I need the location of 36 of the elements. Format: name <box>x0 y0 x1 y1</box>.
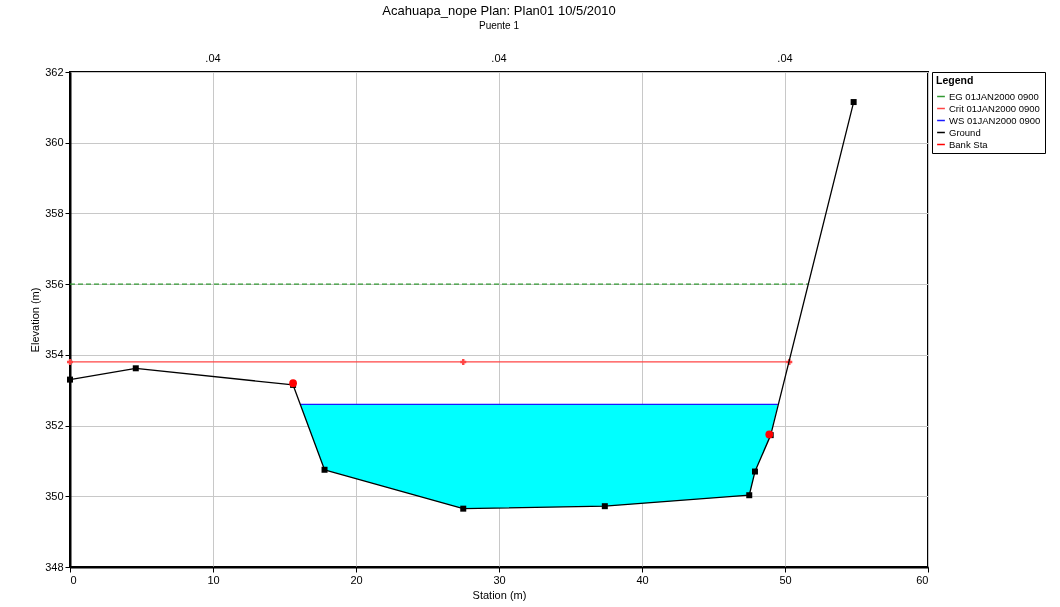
legend-label: EG 01JAN2000 0900 <box>949 90 1039 102</box>
x-tick-label: 20 <box>350 573 363 586</box>
y-tick-label: 348 <box>45 560 64 573</box>
x-axis-title: Station (m) <box>472 588 527 601</box>
point <box>746 492 753 499</box>
legend-label: Ground <box>949 126 981 138</box>
legend-title: Legend <box>936 74 974 86</box>
y-tick-label: 362 <box>45 65 64 78</box>
y-tick-label: 354 <box>45 348 64 361</box>
point <box>850 99 857 106</box>
chart-subtitle: Puente 1 <box>478 20 520 31</box>
text: .04 <box>491 52 507 64</box>
legend-label: WS 01JAN2000 0900 <box>949 114 1041 126</box>
chart-title: Acahuapa_nope Plan: Plan01 10/5/2010 <box>382 3 616 18</box>
legend-label: Bank Sta <box>949 138 989 150</box>
point <box>321 466 328 473</box>
y-tick-label: 350 <box>45 489 64 502</box>
y-tick-label: 356 <box>45 277 64 290</box>
point <box>601 503 608 510</box>
point <box>751 468 758 475</box>
text: .04 <box>777 52 793 64</box>
point <box>132 365 139 372</box>
x-tick-label: 30 <box>493 573 506 586</box>
y-tick-label: 358 <box>45 206 64 219</box>
text: .04 <box>205 52 221 64</box>
point <box>460 505 467 512</box>
x-tick-label: 10 <box>207 573 220 586</box>
y-axis-title: Elevation (m) <box>29 287 42 353</box>
x-tick-label: 50 <box>779 573 792 586</box>
x-tick-label: 0 <box>70 573 77 586</box>
y-tick-label: 352 <box>45 419 64 432</box>
point <box>67 376 73 383</box>
x-tick-label: 60 <box>916 573 929 586</box>
legend-label: Crit 01JAN2000 0900 <box>949 102 1040 114</box>
y-tick-label: 360 <box>45 136 64 149</box>
x-tick-label: 40 <box>636 573 649 586</box>
